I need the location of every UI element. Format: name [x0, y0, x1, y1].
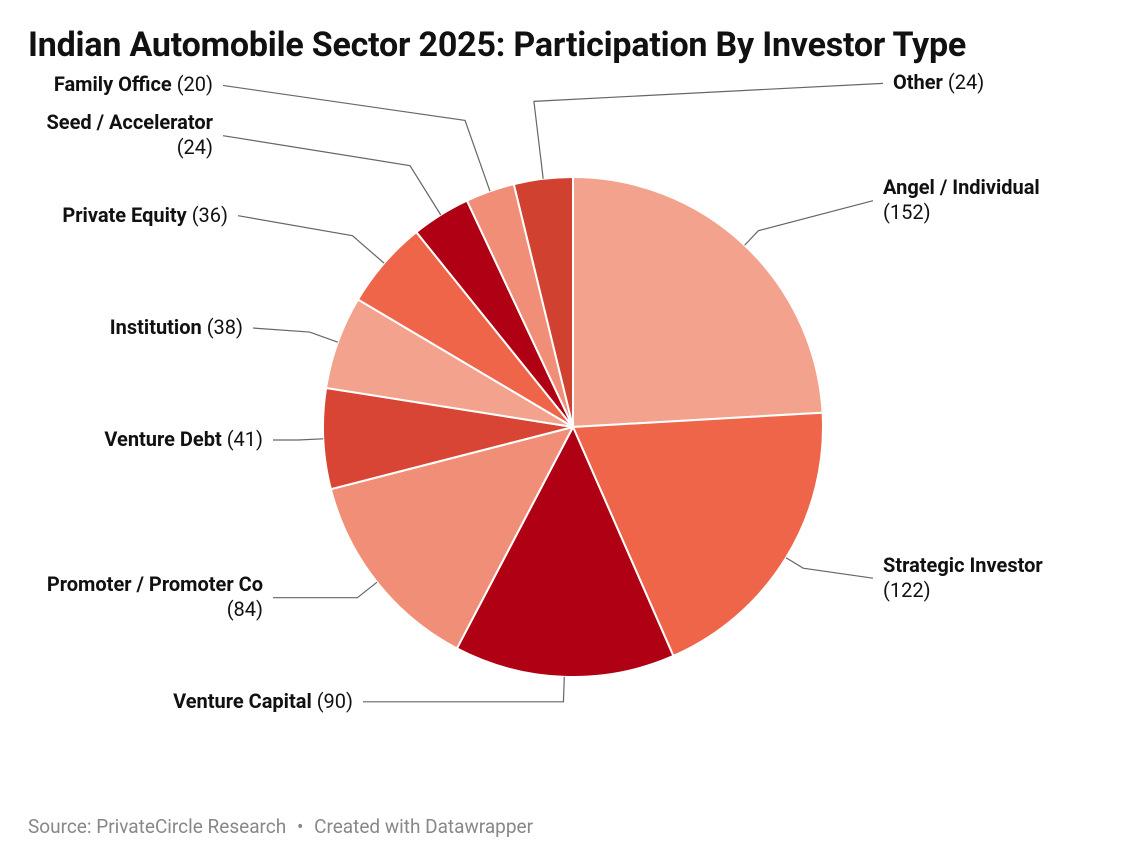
pie-leader-line	[745, 200, 873, 245]
pie-slice-label: Seed / Accelerator(24)	[46, 110, 213, 160]
pie-slice-label-name: Institution	[110, 315, 202, 339]
pie-slice-label-name: Private Equity	[62, 203, 186, 227]
pie-slice-label-name: Family Office	[54, 72, 172, 96]
pie-slice-label-name: Angel / Individual	[883, 175, 1040, 199]
pie-leader-line	[363, 676, 564, 701]
pie-slice-label-value: 24	[955, 70, 977, 94]
pie-leader-line	[223, 135, 441, 214]
pie-slice-label-name: Other	[893, 70, 943, 94]
pie-slice-label: Venture Capital (90)	[173, 689, 353, 714]
pie-slice-label-name: Strategic Investor	[883, 553, 1043, 577]
pie-slice-label-value: 84	[234, 597, 256, 621]
pie-slice-label-value: 24	[184, 135, 206, 159]
pie-slice-label-value: 41	[234, 427, 256, 451]
pie-leader-line	[238, 215, 384, 263]
pie-leader-line	[534, 83, 883, 178]
pie-leader-line	[273, 438, 323, 439]
pie-slice-label-value: 38	[214, 315, 236, 339]
chart-footer: Source: PrivateCircle Research • Created…	[28, 815, 533, 838]
footer-separator: •	[291, 815, 309, 838]
pie-slice-label: Venture Debt (41)	[104, 427, 263, 452]
pie-slice-label: Strategic Investor(122)	[883, 553, 1043, 603]
pie-slice	[573, 177, 823, 427]
pie-slice-label-value: 20	[184, 72, 206, 96]
pie-leader-line	[253, 328, 338, 342]
pie-slice-label: Institution (38)	[110, 315, 243, 340]
pie-slice-label-value: 152	[890, 200, 924, 224]
pie-slice-label: Angel / Individual(152)	[883, 175, 1040, 225]
chart-title: Indian Automobile Sector 2025: Participa…	[28, 24, 1118, 67]
pie-leader-line	[786, 557, 873, 577]
pie-leader-line	[223, 85, 490, 191]
pie-leader-line	[273, 582, 377, 598]
pie-slice-label: Family Office (20)	[54, 72, 213, 97]
pie-slice-label-name: Venture Capital	[173, 689, 312, 713]
pie-slice-label: Other (24)	[893, 70, 984, 95]
pie-slice-label-name: Promoter / Promoter Co	[47, 572, 263, 596]
pie-slice-label: Private Equity (36)	[62, 203, 228, 228]
pie-slice-label-value: 122	[890, 578, 924, 602]
pie-slice-label-name: Seed / Accelerator	[46, 110, 213, 134]
pie-slice-label-value: 90	[324, 689, 346, 713]
pie-chart: Angel / Individual(152) Strategic Investo…	[28, 77, 1118, 757]
footer-source: PrivateCircle Research	[96, 815, 286, 838]
pie-slice-label: Promoter / Promoter Co(84)	[47, 572, 263, 622]
footer-source-prefix: Source:	[28, 815, 96, 838]
footer-created-with: Created with Datawrapper	[314, 815, 533, 838]
pie-slice-label-name: Venture Debt	[104, 427, 221, 451]
pie-slice-label-value: 36	[199, 203, 221, 227]
